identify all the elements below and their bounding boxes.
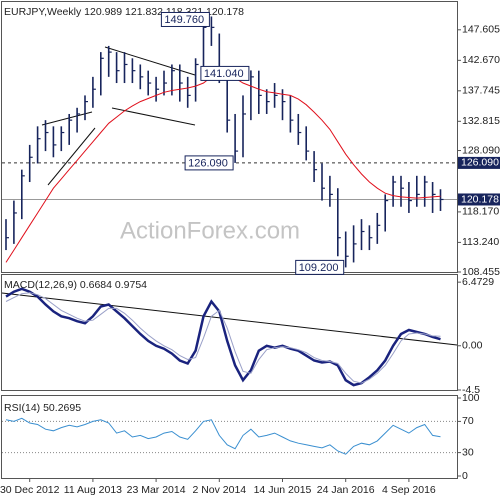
x-tick-label: 30 Dec 2012 bbox=[0, 484, 60, 496]
macd-panel bbox=[1, 274, 458, 391]
y-tick-label: 70 bbox=[462, 415, 474, 427]
line-series bbox=[5, 417, 441, 455]
price-panel bbox=[1, 1, 458, 273]
rsi-panel bbox=[1, 395, 458, 479]
y-tick-label: 108.455 bbox=[462, 266, 500, 278]
annotation-label: 126.090 bbox=[188, 157, 228, 169]
y-tick-label: 137.745 bbox=[462, 85, 500, 97]
annotation-box bbox=[200, 65, 250, 81]
level-tag bbox=[458, 193, 500, 206]
x-tick-label: 14 Jun 2015 bbox=[254, 484, 312, 496]
line-series bbox=[5, 287, 441, 387]
y-tick-label: 6.4729 bbox=[462, 276, 494, 288]
x-tick-label: 2 Nov 2014 bbox=[192, 484, 246, 496]
x-tick-label: 23 Mar 2014 bbox=[127, 484, 186, 496]
y-tick-label: 147.605 bbox=[462, 24, 500, 36]
level-label: 126.090 bbox=[461, 157, 499, 169]
level-tag bbox=[458, 156, 500, 169]
y-tick-label: 113.240 bbox=[462, 236, 499, 248]
y-tick-label: 0.00 bbox=[462, 340, 483, 352]
annotation-label: 109.200 bbox=[299, 262, 339, 274]
x-tick-label: 11 Aug 2013 bbox=[64, 484, 122, 496]
y-tick-label: 118.170 bbox=[462, 206, 499, 218]
watermark: ActionForex.com bbox=[120, 217, 300, 244]
annotation-box bbox=[295, 259, 345, 275]
level-label: 120.178 bbox=[461, 193, 499, 205]
y-tick-label: 100 bbox=[462, 392, 480, 404]
y-tick-label: 128.090 bbox=[462, 144, 500, 156]
y-tick-label: 142.670 bbox=[462, 54, 500, 66]
y-tick-label: 132.815 bbox=[462, 115, 500, 127]
line-series bbox=[5, 292, 441, 384]
trend-line bbox=[1, 292, 458, 346]
trend-line bbox=[111, 107, 196, 126]
trend-line bbox=[41, 111, 93, 126]
x-tick-label: 4 Sep 2016 bbox=[382, 484, 436, 496]
y-tick-label: 30 bbox=[462, 446, 474, 458]
annotation-box bbox=[184, 155, 234, 171]
panel-title: MACD(12,26,9) 0.6684 0.9754 bbox=[4, 279, 147, 291]
y-tick-label: -4.5 bbox=[462, 384, 480, 396]
y-tick-label: 0 bbox=[462, 470, 468, 482]
annotation-box bbox=[160, 11, 210, 27]
panel-title: RSI(14) 50.2695 bbox=[4, 402, 81, 414]
x-tick-label: 24 Jan 2016 bbox=[317, 484, 375, 496]
annotation-label: 141.040 bbox=[204, 68, 244, 80]
trend-line bbox=[47, 127, 96, 186]
annotation-label: 149.760 bbox=[164, 14, 204, 26]
